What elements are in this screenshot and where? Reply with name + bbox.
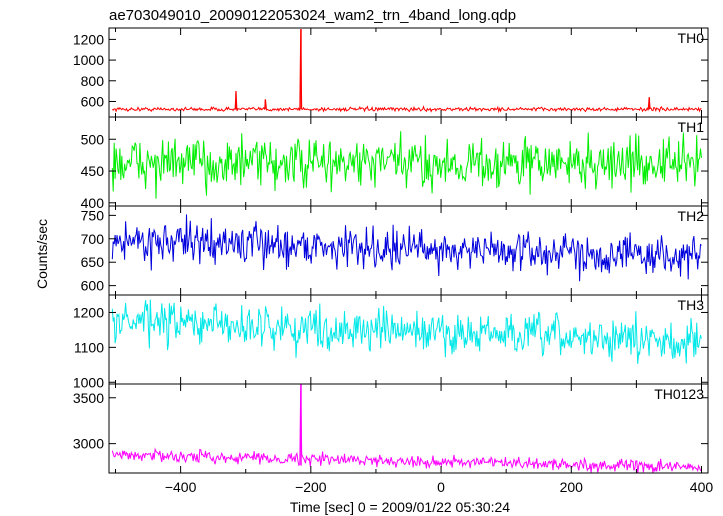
y-axis-label: Counts/sec	[34, 219, 50, 289]
y-tick-label: 600	[81, 93, 105, 109]
series-th2-line	[111, 214, 702, 282]
panels: 600 800 1000 1200 TH0 400 450 500 TH1 600 650 700 75…	[73, 27, 714, 495]
series-th0123-line	[111, 384, 702, 473]
series-th3-line	[111, 299, 702, 364]
panel-th0: 600 800 1000 1200 TH0	[73, 27, 709, 118]
panel-label: TH1	[678, 119, 705, 135]
x-axis-label: Time [sec] 0 = 2009/01/22 05:30:24	[290, 499, 510, 515]
series-th1-line	[111, 131, 702, 199]
y-tick-label: 500	[81, 131, 105, 147]
y-tick-label: 600	[81, 278, 105, 294]
y-tick-label: 1200	[73, 304, 104, 320]
x-tick-label: 400	[690, 479, 714, 495]
panel-label: TH2	[678, 208, 705, 224]
x-tick-label: −400	[165, 479, 197, 495]
y-tick-label: 1000	[73, 374, 104, 390]
y-tick-label: 800	[81, 73, 105, 89]
x-tick-label: 200	[560, 479, 584, 495]
series-th0-line	[111, 28, 702, 114]
y-tick-label: 1100	[74, 339, 104, 355]
panel-frame	[108, 27, 709, 118]
panel-label: TH0	[678, 30, 705, 46]
y-tick-label: 450	[81, 163, 105, 179]
y-tick-label: 700	[81, 231, 105, 247]
chart-title: ae703049010_20090122053024_wam2_trn_4ban…	[109, 7, 516, 24]
x-tick-label: 0	[437, 479, 445, 495]
y-tick-label: 750	[81, 207, 105, 223]
panel-th3: 1000 1100 1200 TH3	[73, 294, 709, 390]
x-tick-label: −200	[295, 479, 327, 495]
y-tick-label: 650	[81, 254, 105, 270]
panel-th2: 600 650 700 750 TH2	[81, 205, 709, 296]
y-tick-label: 3000	[73, 436, 104, 452]
panel-label: TH0123	[654, 386, 704, 402]
y-tick-label: 3500	[73, 390, 104, 406]
y-tick-label: 1200	[73, 31, 104, 47]
panel-label: TH3	[678, 297, 705, 313]
y-tick-label: 400	[81, 195, 105, 211]
panel-frame	[108, 383, 709, 474]
panel-th1: 400 450 500 TH1	[81, 116, 709, 211]
panel-th0123: 3000 3500 TH0123	[73, 383, 709, 474]
y-tick-label: 1000	[73, 52, 104, 68]
